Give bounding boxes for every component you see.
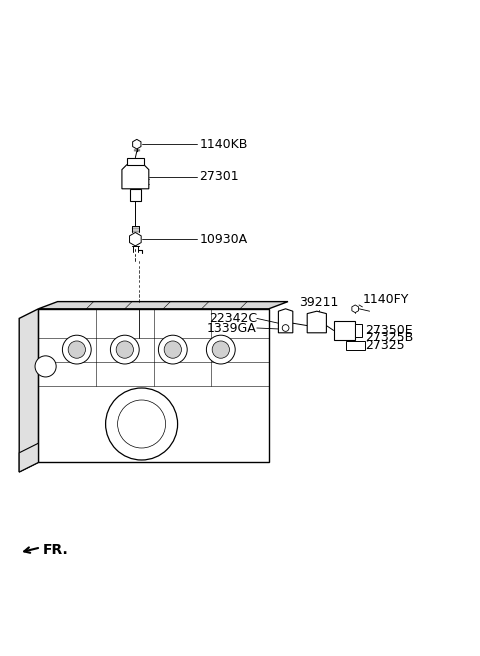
- Polygon shape: [130, 189, 141, 201]
- Text: 10930A: 10930A: [199, 233, 247, 246]
- Polygon shape: [19, 443, 38, 472]
- Text: 22342C: 22342C: [209, 312, 257, 325]
- Circle shape: [110, 335, 139, 364]
- Text: 1140FY: 1140FY: [362, 293, 409, 306]
- Polygon shape: [127, 157, 144, 165]
- Circle shape: [212, 341, 229, 358]
- Circle shape: [106, 388, 178, 460]
- Polygon shape: [352, 305, 359, 313]
- Polygon shape: [38, 302, 288, 309]
- Polygon shape: [122, 165, 149, 189]
- Polygon shape: [132, 139, 141, 149]
- Polygon shape: [278, 309, 293, 333]
- Text: 27325: 27325: [365, 339, 405, 352]
- Circle shape: [62, 335, 91, 364]
- Text: 27301: 27301: [199, 171, 239, 183]
- Polygon shape: [334, 321, 355, 340]
- Text: FR.: FR.: [43, 543, 69, 557]
- Circle shape: [116, 341, 133, 358]
- Polygon shape: [19, 309, 38, 472]
- Polygon shape: [38, 309, 269, 462]
- Polygon shape: [346, 341, 365, 350]
- Polygon shape: [130, 232, 141, 246]
- Text: 27325B: 27325B: [365, 331, 413, 344]
- Circle shape: [68, 341, 85, 358]
- Text: 1140KB: 1140KB: [199, 138, 248, 151]
- Polygon shape: [307, 311, 326, 333]
- Text: 1339GA: 1339GA: [207, 321, 257, 335]
- Circle shape: [35, 356, 56, 377]
- Polygon shape: [355, 324, 362, 337]
- Text: 39211: 39211: [300, 296, 339, 309]
- Circle shape: [158, 335, 187, 364]
- Circle shape: [206, 335, 235, 364]
- Circle shape: [164, 341, 181, 358]
- Text: 27350E: 27350E: [365, 324, 412, 337]
